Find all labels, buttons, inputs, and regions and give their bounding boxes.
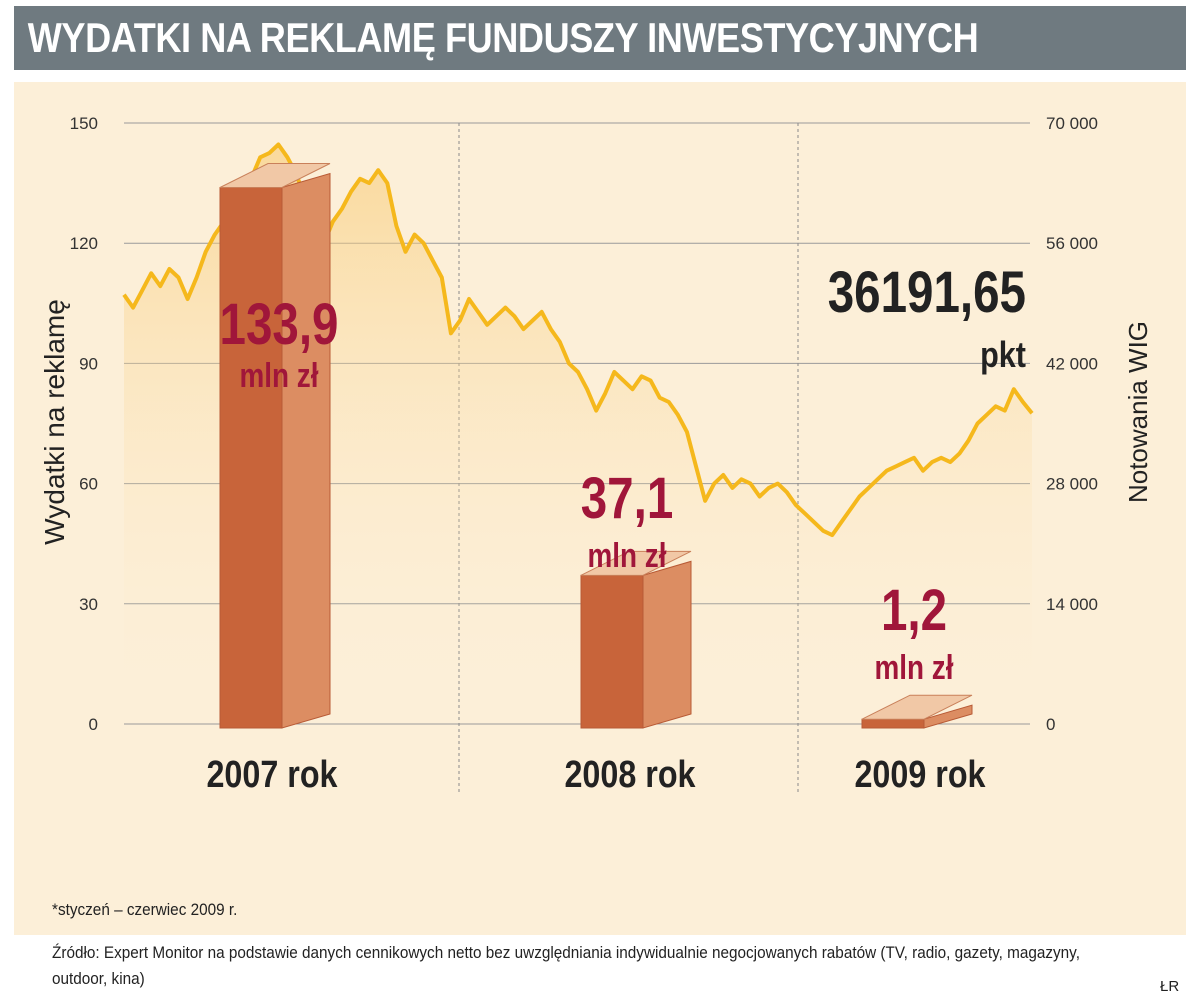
title-bar: WYDATKI NA REKLAMĘ FUNDUSZY INWESTYCYJNY…: [14, 6, 1186, 70]
bar: [219, 187, 283, 729]
bar-side: [281, 172, 331, 729]
y2-tick-label: 42 000: [1046, 354, 1098, 373]
wig-last-value-unit: pkt: [980, 336, 1026, 376]
category-label: 2008 rok: [564, 754, 695, 796]
bar-top: [861, 694, 973, 720]
footnote: *styczeń – czerwiec 2009 r.: [52, 900, 238, 919]
wig-last-value-label: 36191,65: [828, 261, 1026, 326]
y-tick-label: 120: [70, 234, 98, 253]
y2-tick-label: 0: [1046, 715, 1055, 734]
bar-value-label: 1,2: [881, 579, 947, 644]
chart-title: WYDATKI NA REKLAMĘ FUNDUSZY INWESTYCYJNY…: [27, 14, 979, 61]
bar-top: [219, 163, 331, 189]
wig-line-layer: [122, 142, 1034, 538]
y-tick-label: 90: [79, 354, 98, 373]
category-label: 2007 rok: [206, 754, 337, 796]
y-tick-label: 30: [79, 595, 98, 614]
author-initials: ŁR: [1160, 978, 1180, 995]
wig-line: [122, 142, 1034, 538]
bars-layer: [219, 163, 973, 729]
bar-unit-label: mln zł: [240, 356, 319, 394]
wig-area: [124, 144, 1032, 724]
bar-top: [580, 550, 692, 576]
bar: [861, 718, 925, 729]
y-tick-label: 0: [89, 715, 98, 734]
y2-tick-label: 70 000: [1046, 114, 1098, 133]
y-tick-label: 150: [70, 114, 98, 133]
labels-layer: 0 0 30 14 000 60 28 000 90 42 000 120 56 000 150 70…: [39, 114, 1153, 796]
y2-tick-label: 14 000: [1046, 595, 1098, 614]
chart-svg: 0 0 30 14 000 60 28 000 90 42 000 120 56 000 150 70…: [39, 114, 1153, 796]
bar-side: [642, 560, 692, 729]
wig-area-fill: [124, 144, 1032, 724]
bar-value-label: 133,9: [220, 293, 339, 358]
y2-axis-title: Notowania WIG: [1123, 321, 1153, 503]
y2-tick-label: 28 000: [1046, 475, 1098, 494]
chart-panel: 0 0 30 14 000 60 28 000 90 42 000 120 56 000 150 70…: [14, 82, 1186, 995]
category-label: 2009 rok: [854, 754, 985, 796]
bar-unit-label: mln zł: [875, 648, 954, 686]
source-note: Źródło: Expert Monitor na podstawie dany…: [52, 943, 1080, 988]
y-axis-title: Wydatki na reklamę: [39, 299, 70, 545]
y-tick-label: 60: [79, 475, 98, 494]
y2-tick-label: 56 000: [1046, 234, 1098, 253]
bar-unit-label: mln zł: [588, 536, 667, 574]
bar: [580, 574, 644, 729]
bar-value-label: 37,1: [581, 467, 674, 532]
